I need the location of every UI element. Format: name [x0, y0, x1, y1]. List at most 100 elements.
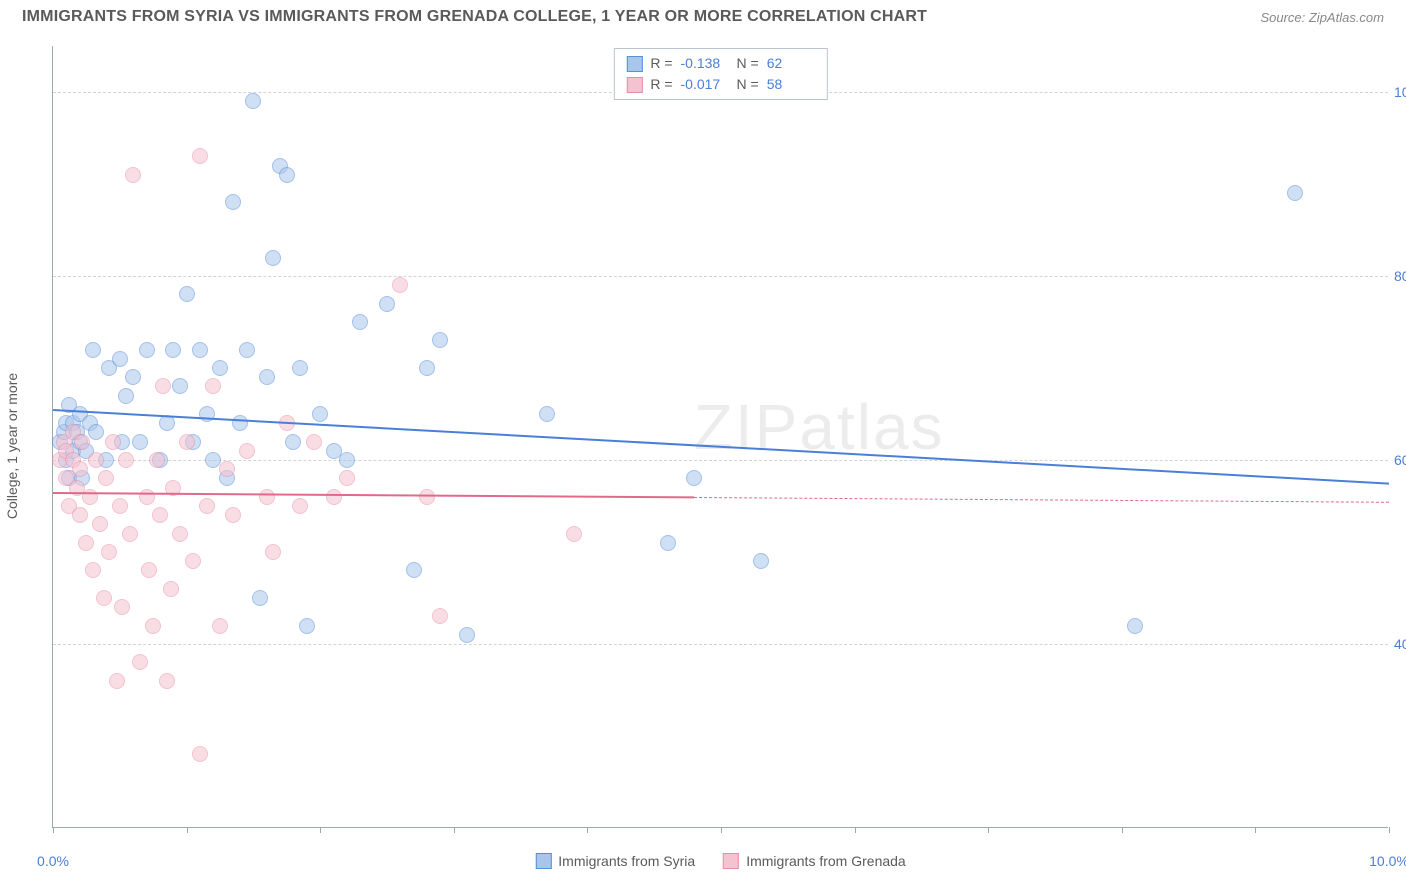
stat-n-value: 62: [767, 53, 815, 74]
scatter-point: [212, 360, 228, 376]
gridline: [53, 276, 1388, 277]
scatter-point: [406, 562, 422, 578]
stat-r-label: R =: [650, 74, 672, 95]
scatter-point: [1127, 618, 1143, 634]
scatter-point: [660, 535, 676, 551]
scatter-point: [145, 618, 161, 634]
scatter-point: [139, 489, 155, 505]
correlation-stats-box: R =-0.138N =62R =-0.017N =58: [613, 48, 827, 100]
scatter-point: [122, 526, 138, 542]
scatter-point: [539, 406, 555, 422]
scatter-point: [212, 618, 228, 634]
stat-r-label: R =: [650, 53, 672, 74]
chart-title: IMMIGRANTS FROM SYRIA VS IMMIGRANTS FROM…: [22, 8, 927, 26]
scatter-point: [78, 535, 94, 551]
scatter-point: [112, 351, 128, 367]
scatter-point: [96, 590, 112, 606]
scatter-point: [245, 93, 261, 109]
scatter-point: [72, 461, 88, 477]
x-tick-label: 0.0%: [37, 853, 69, 869]
scatter-point: [326, 489, 342, 505]
scatter-point: [459, 627, 475, 643]
x-tick: [988, 827, 989, 833]
scatter-point: [74, 434, 90, 450]
scatter-point: [88, 452, 104, 468]
scatter-point: [172, 378, 188, 394]
legend-swatch: [535, 853, 551, 869]
scatter-point: [172, 526, 188, 542]
scatter-point: [82, 489, 98, 505]
scatter-point: [1287, 185, 1303, 201]
scatter-point: [118, 388, 134, 404]
scatter-point: [109, 673, 125, 689]
source-label: Source:: [1260, 10, 1308, 25]
scatter-point: [292, 498, 308, 514]
scatter-point: [165, 342, 181, 358]
stats-row: R =-0.138N =62: [626, 53, 814, 74]
x-tick-label: 10.0%: [1369, 853, 1406, 869]
y-axis-label: College, 1 year or more: [4, 373, 20, 519]
scatter-point: [686, 470, 702, 486]
scatter-point: [753, 553, 769, 569]
scatter-point: [199, 498, 215, 514]
x-tick: [1255, 827, 1256, 833]
scatter-point: [205, 378, 221, 394]
scatter-point: [259, 489, 275, 505]
stat-r-value: -0.017: [681, 74, 729, 95]
legend-swatch: [626, 56, 642, 72]
scatter-point: [432, 332, 448, 348]
x-tick: [587, 827, 588, 833]
y-tick-label: 80.0%: [1394, 268, 1406, 284]
y-tick-label: 40.0%: [1394, 636, 1406, 652]
scatter-point: [132, 434, 148, 450]
scatter-point: [339, 470, 355, 486]
scatter-point: [192, 148, 208, 164]
scatter-point: [114, 599, 130, 615]
scatter-point: [566, 526, 582, 542]
trend-line: [694, 497, 1389, 503]
scatter-point: [432, 608, 448, 624]
y-tick-label: 100.0%: [1394, 84, 1406, 100]
scatter-point: [192, 342, 208, 358]
scatter-point: [419, 360, 435, 376]
scatter-point: [185, 553, 201, 569]
x-tick: [1122, 827, 1123, 833]
x-tick: [855, 827, 856, 833]
scatter-point: [279, 167, 295, 183]
scatter-point: [163, 581, 179, 597]
scatter-point: [225, 194, 241, 210]
scatter-point: [72, 507, 88, 523]
legend-item: Immigrants from Syria: [535, 853, 695, 869]
x-tick: [320, 827, 321, 833]
x-tick: [1389, 827, 1390, 833]
scatter-point: [155, 378, 171, 394]
scatter-point: [392, 277, 408, 293]
scatter-point: [265, 250, 281, 266]
scatter-point: [179, 434, 195, 450]
scatter-point: [219, 461, 235, 477]
x-tick: [53, 827, 54, 833]
scatter-point: [312, 406, 328, 422]
scatter-point: [292, 360, 308, 376]
scatter-point: [352, 314, 368, 330]
scatter-point: [92, 516, 108, 532]
scatter-point: [265, 544, 281, 560]
scatter-point: [105, 434, 121, 450]
x-tick: [721, 827, 722, 833]
scatter-point: [112, 498, 128, 514]
scatter-point: [101, 544, 117, 560]
scatter-point: [225, 507, 241, 523]
gridline: [53, 644, 1388, 645]
source-name: ZipAtlas.com: [1309, 10, 1384, 25]
scatter-point: [299, 618, 315, 634]
scatter-point: [379, 296, 395, 312]
gridline: [53, 460, 1388, 461]
scatter-point: [141, 562, 157, 578]
legend-item: Immigrants from Grenada: [723, 853, 906, 869]
scatter-point: [85, 342, 101, 358]
legend-swatch: [723, 853, 739, 869]
stat-n-label: N =: [737, 74, 759, 95]
chart-legend: Immigrants from Syria Immigrants from Gre…: [535, 853, 905, 869]
scatter-point: [139, 342, 155, 358]
scatter-point: [152, 507, 168, 523]
